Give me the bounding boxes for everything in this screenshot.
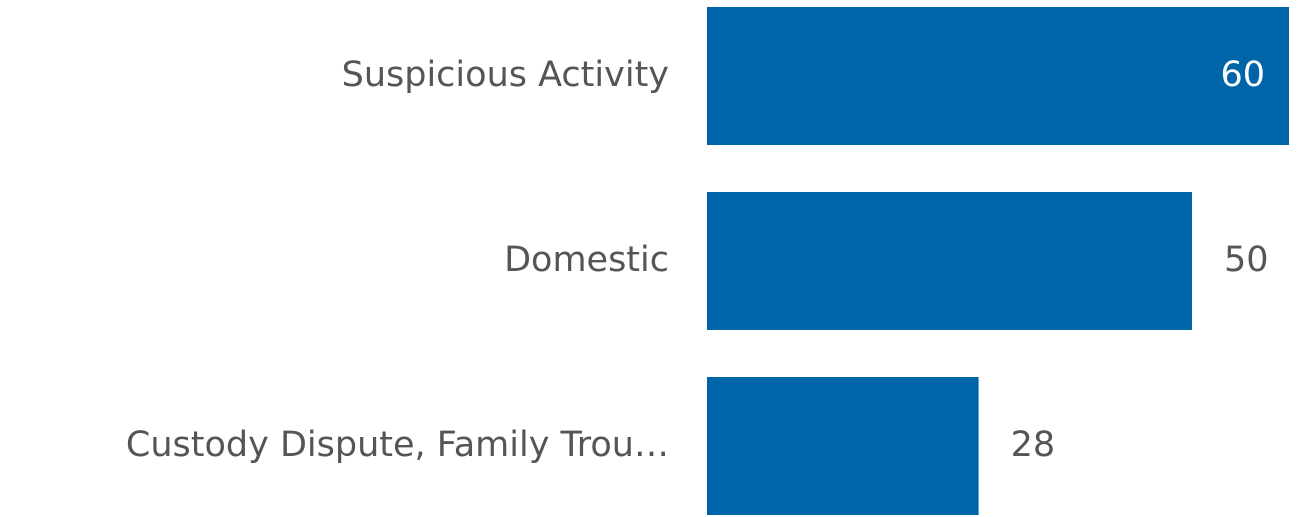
value-label: 28 — [1011, 425, 1056, 465]
category-label: Suspicious Activity — [342, 55, 669, 95]
category-label: Custody Dispute, Family Trou… — [126, 425, 669, 465]
category-label: Domestic — [504, 240, 669, 280]
bar — [707, 377, 979, 515]
value-label: 50 — [1224, 240, 1269, 280]
bar — [707, 192, 1192, 330]
value-label: 60 — [1220, 55, 1265, 95]
bar — [707, 7, 1289, 145]
